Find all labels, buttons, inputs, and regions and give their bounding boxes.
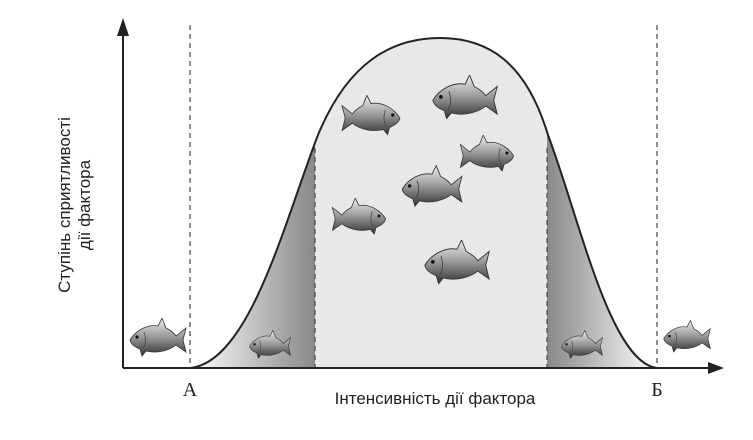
y-axis-label: Ступінь сприятливості <box>55 117 74 293</box>
axes <box>122 30 712 369</box>
tolerance-curve <box>189 36 658 369</box>
point-label: Б <box>651 379 662 401</box>
x-axis-label: Інтенсивність дії фактора <box>335 389 536 408</box>
point-label: А <box>183 379 198 401</box>
y-axis-label: дії фактора <box>75 159 94 250</box>
zone-lines <box>189 25 658 368</box>
